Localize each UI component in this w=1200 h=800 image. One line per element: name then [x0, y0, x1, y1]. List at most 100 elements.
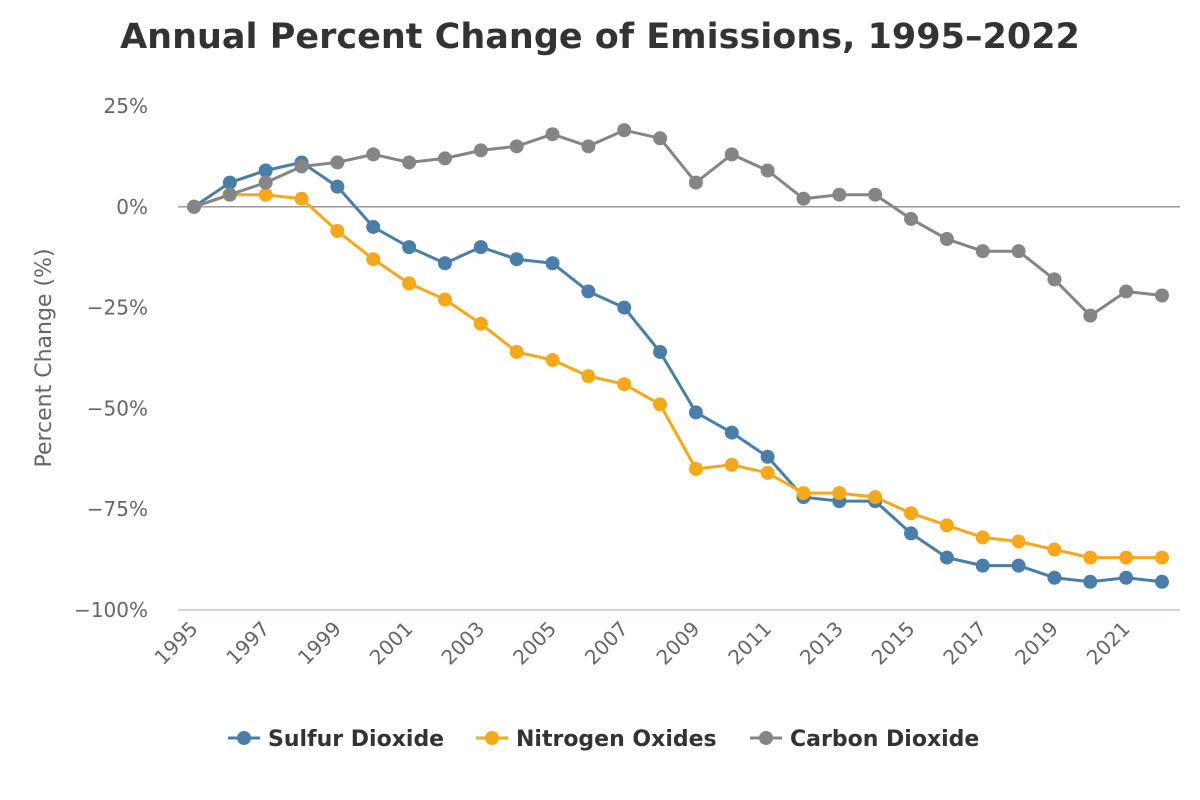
data-point — [975, 530, 990, 545]
data-point — [1011, 534, 1026, 549]
legend-marker — [759, 731, 773, 745]
data-point — [760, 465, 775, 480]
data-point — [1155, 550, 1169, 565]
data-point — [688, 175, 703, 190]
x-tick-label: 2021 — [1082, 617, 1135, 670]
data-point — [904, 526, 919, 541]
x-tick-label: 2001 — [365, 617, 418, 670]
data-point — [1083, 574, 1098, 589]
data-point — [1083, 308, 1098, 323]
data-point — [294, 191, 309, 206]
data-point — [975, 558, 990, 573]
data-point — [688, 405, 703, 420]
data-point — [222, 187, 237, 202]
legend-label: Carbon Dioxide — [790, 727, 979, 752]
data-point — [653, 344, 668, 359]
data-point — [653, 131, 668, 146]
data-point — [1083, 550, 1098, 565]
data-point — [402, 276, 417, 291]
legend-item: Nitrogen Oxides — [476, 727, 717, 752]
data-point — [545, 353, 560, 368]
data-point — [366, 252, 381, 267]
data-point — [724, 425, 739, 440]
x-tick-label: 2019 — [1010, 617, 1063, 670]
data-point — [796, 191, 811, 206]
x-tick-label: 2017 — [938, 617, 991, 670]
legend-marker — [237, 731, 251, 745]
y-tick-label: −25% — [87, 296, 148, 320]
data-point — [545, 127, 560, 142]
x-tick-label: 1997 — [221, 617, 274, 670]
data-point — [222, 175, 237, 190]
data-point — [975, 244, 990, 259]
data-point — [258, 187, 273, 202]
y-tick-label: −50% — [87, 396, 148, 420]
series-line — [193, 193, 1162, 560]
chart-title: Annual Percent Change of Emissions, 1995… — [120, 17, 1080, 57]
legend-label: Sulfur Dioxide — [268, 727, 444, 752]
x-tick-label: 2005 — [508, 617, 561, 670]
data-point — [1155, 574, 1169, 589]
data-point — [473, 240, 488, 255]
data-point — [724, 457, 739, 472]
series-carbon-dioxide — [187, 123, 1169, 323]
data-point — [1047, 542, 1062, 557]
data-point — [473, 143, 488, 158]
x-tick-label: 1995 — [150, 617, 203, 670]
y-axis-label: Percent Change (%) — [32, 248, 57, 467]
data-point — [294, 159, 309, 174]
data-point — [832, 187, 847, 202]
x-tick-label: 2003 — [436, 617, 489, 670]
x-tick-label: 2013 — [795, 617, 848, 670]
data-point — [581, 369, 596, 384]
data-point — [617, 300, 632, 315]
data-point — [760, 449, 775, 464]
data-point — [402, 155, 417, 170]
data-point — [796, 486, 811, 501]
data-point — [939, 518, 954, 533]
data-point — [330, 155, 345, 170]
data-point — [473, 316, 488, 331]
data-point — [402, 240, 417, 255]
data-point — [1011, 558, 1026, 573]
x-tick-label: 2007 — [580, 617, 633, 670]
data-point — [724, 147, 739, 162]
data-point — [1119, 284, 1134, 299]
data-point — [437, 292, 452, 307]
data-point — [760, 163, 775, 178]
data-point — [509, 252, 524, 267]
data-point — [868, 187, 883, 202]
data-point — [1119, 570, 1134, 585]
y-tick-label: −100% — [74, 598, 148, 622]
series-line — [193, 128, 1163, 318]
data-point — [366, 219, 381, 234]
y-tick-label: 0% — [116, 195, 148, 219]
legend-marker — [485, 731, 499, 745]
data-point — [904, 211, 919, 226]
data-point — [617, 377, 632, 392]
y-tick-label: −75% — [87, 497, 148, 521]
series-nitrogen-oxides — [187, 187, 1169, 565]
data-point — [832, 486, 847, 501]
series-line — [193, 160, 1163, 584]
x-tick-label: 1999 — [293, 617, 346, 670]
data-point — [509, 344, 524, 359]
data-point — [258, 163, 273, 178]
data-point — [1047, 570, 1062, 585]
data-point — [688, 461, 703, 476]
data-point — [1155, 288, 1169, 303]
y-tick-label: 25% — [104, 94, 148, 118]
x-tick-label: 2011 — [723, 617, 776, 670]
data-point — [330, 223, 345, 238]
legend-item: Sulfur Dioxide — [228, 727, 444, 752]
legend: Sulfur Dioxide Nitrogen Oxides Carbon Diox… — [228, 727, 979, 752]
legend-label: Nitrogen Oxides — [516, 727, 717, 752]
series-sulfur-dioxide — [187, 155, 1169, 589]
data-point — [366, 147, 381, 162]
legend-item: Carbon Dioxide — [750, 727, 979, 752]
data-point — [187, 199, 201, 214]
data-point — [437, 256, 452, 271]
data-point — [617, 123, 632, 138]
x-tick-label: 2009 — [651, 617, 704, 670]
